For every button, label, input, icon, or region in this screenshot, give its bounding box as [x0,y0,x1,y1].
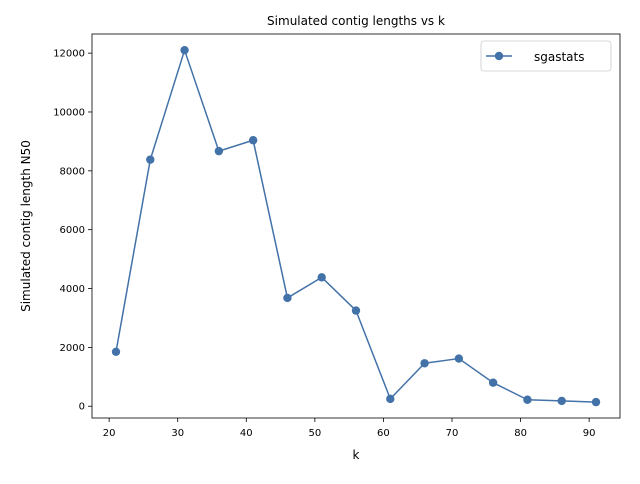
legend-marker [494,51,504,61]
data-point [523,395,532,404]
plot-area [91,33,621,419]
y-tick-label: 10000 [53,107,85,118]
legend-box [480,40,612,72]
data-point [386,394,395,404]
x-axis: 20 30 40 50 60 70 80 90 [103,418,596,439]
x-tick-label: 60 [377,428,390,439]
data-point [557,396,566,406]
y-tick-label: 12000 [53,49,85,60]
legend: sgastats [480,40,612,72]
data-point [317,273,326,282]
data-point [488,378,498,387]
data-point [180,45,189,55]
series-layer [111,45,601,407]
data-point [248,136,258,145]
x-axis-label: k [353,448,360,462]
chart-title: Simulated contig lengths vs k [267,14,445,28]
x-tick-label: 80 [514,428,527,439]
legend-label: sgastats [534,50,585,64]
data-point [146,155,155,164]
y-tick-label: 4000 [60,284,85,295]
x-tick-label: 70 [446,428,459,439]
x-tick-label: 50 [308,428,321,439]
x-tick-label: 30 [171,428,184,439]
plot-frame [91,33,621,419]
data-point [283,293,292,303]
y-tick-label: 0 [79,402,85,413]
x-tick-label: 20 [103,428,116,439]
y-tick-label: 6000 [60,225,85,236]
data-point [454,354,464,363]
data-point [591,397,601,407]
y-tick-label: 8000 [60,166,85,177]
y-tick-label: 2000 [60,343,85,354]
y-axis-label: Simulated contig length N50 [19,140,33,312]
data-point [214,146,224,156]
data-point [111,347,121,356]
x-tick-label: 40 [240,428,253,439]
y-axis: 0 2000 4000 6000 8000 10000 12000 [53,49,92,413]
data-point [420,359,429,368]
data-point [351,306,361,315]
x-tick-label: 90 [583,428,596,439]
